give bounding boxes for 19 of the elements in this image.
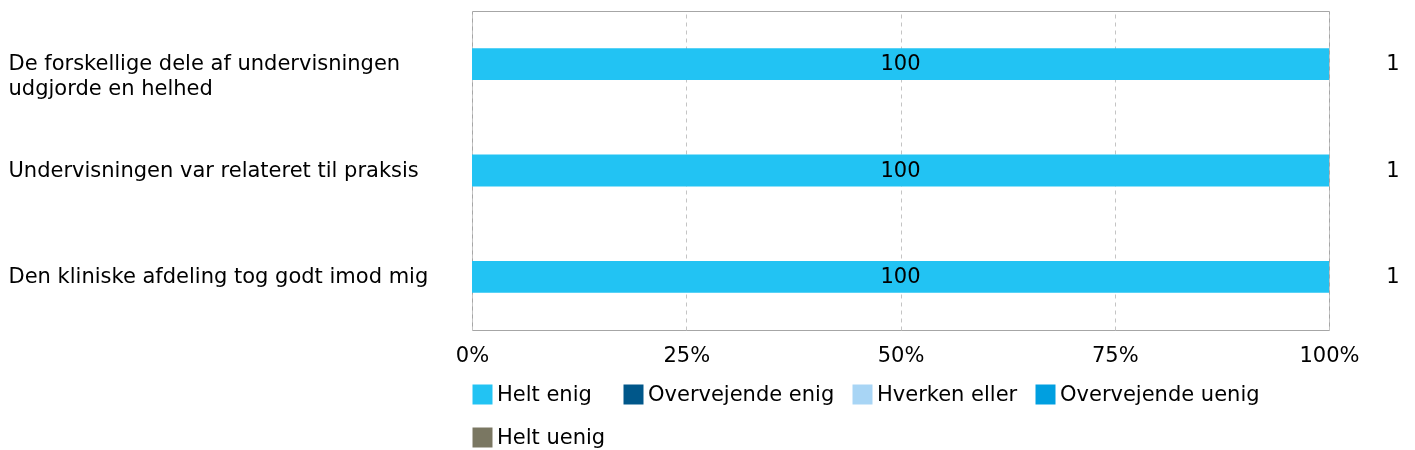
text: 1 <box>1386 157 1400 182</box>
legend-label: Overvejende uenig <box>1060 381 1260 406</box>
x-tick-label: 75% <box>1091 342 1139 367</box>
legend-label: Hverken eller <box>877 381 1018 406</box>
text: 1 <box>1386 263 1400 288</box>
legend-label: Helt enig <box>497 381 592 406</box>
text: 1 <box>1386 51 1400 76</box>
data-label: 100 <box>880 157 921 182</box>
y-tick-label: De forskellige dele af undervisningen udgjorde en helhed <box>8 51 401 101</box>
x-tick-label: 100% <box>1299 342 1360 367</box>
x-tick-label: 50% <box>877 342 925 367</box>
y-tick-label: Den kliniske afdeling tog godt imod mig <box>8 263 429 288</box>
legend-label: Helt uenig <box>497 424 606 449</box>
x-tick-label: 25% <box>663 342 711 367</box>
data-label: 100 <box>880 51 921 76</box>
y-tick-label: Undervisningen var relateret til praksis <box>8 157 419 182</box>
data-label: 100 <box>880 263 921 288</box>
x-tick-label: 0% <box>455 342 490 367</box>
legend-label: Overvejende enig <box>648 381 835 406</box>
